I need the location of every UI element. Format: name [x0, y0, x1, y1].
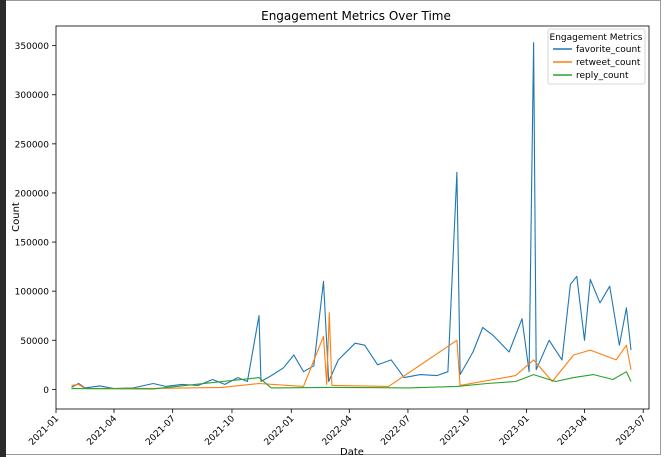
x-axis-label: Date [340, 447, 364, 457]
series-line-reply-count [71, 371, 632, 390]
legend-box [547, 28, 646, 85]
x-tick-label: 2021-07 [144, 414, 178, 448]
legend: Engagement Metrics favorite_countretweet… [547, 28, 646, 85]
x-tick-label: 2023-07 [615, 414, 649, 448]
series-line-retweet-count [71, 312, 632, 390]
legend-label-reply-count: reply_count [576, 71, 629, 81]
x-tick-label: 2022-07 [379, 414, 413, 448]
y-tick-label: 250000 [15, 140, 50, 150]
y-tick-label: 200000 [15, 189, 50, 199]
x-tick-label: 2023-01 [498, 414, 532, 448]
y-axis: 0 50000 100000 150000 200000 250000 300000 3500… [15, 42, 56, 396]
x-tick-label: 2021-10 [203, 414, 237, 448]
y-axis-label: Count [11, 202, 22, 232]
x-tick-label: 2022-04 [321, 414, 355, 448]
plot-area [55, 25, 650, 410]
y-tick-label: 50000 [20, 337, 49, 347]
x-tick-label: 2023-04 [556, 414, 590, 448]
x-tick-label: 2022-10 [439, 414, 473, 448]
y-tick-label: 300000 [15, 91, 50, 101]
series-layer [71, 42, 632, 390]
legend-title: Engagement Metrics [550, 33, 643, 43]
y-tick-label: 0 [43, 386, 49, 396]
x-tick-label: 2021-01 [27, 414, 61, 448]
chart-title: Engagement Metrics Over Time [261, 9, 451, 23]
x-axis: 2021-01 2021-04 2021-07 2021-10 2022-01 2022-… [27, 409, 648, 448]
window-edge [0, 0, 6, 457]
legend-label-favorite-count: favorite_count [576, 45, 641, 55]
x-tick-label: 2022-01 [263, 414, 297, 448]
legend-items: favorite_count retweet_count reply_count [553, 45, 641, 81]
y-tick-label: 150000 [15, 239, 50, 249]
legend-label-retweet-count: retweet_count [576, 58, 641, 68]
x-tick-label: 2021-04 [85, 414, 119, 448]
series-line-favorite-count [71, 42, 632, 390]
figure-frame [6, 0, 661, 455]
y-tick-label: 100000 [15, 288, 50, 298]
y-tick-label: 350000 [15, 42, 50, 52]
